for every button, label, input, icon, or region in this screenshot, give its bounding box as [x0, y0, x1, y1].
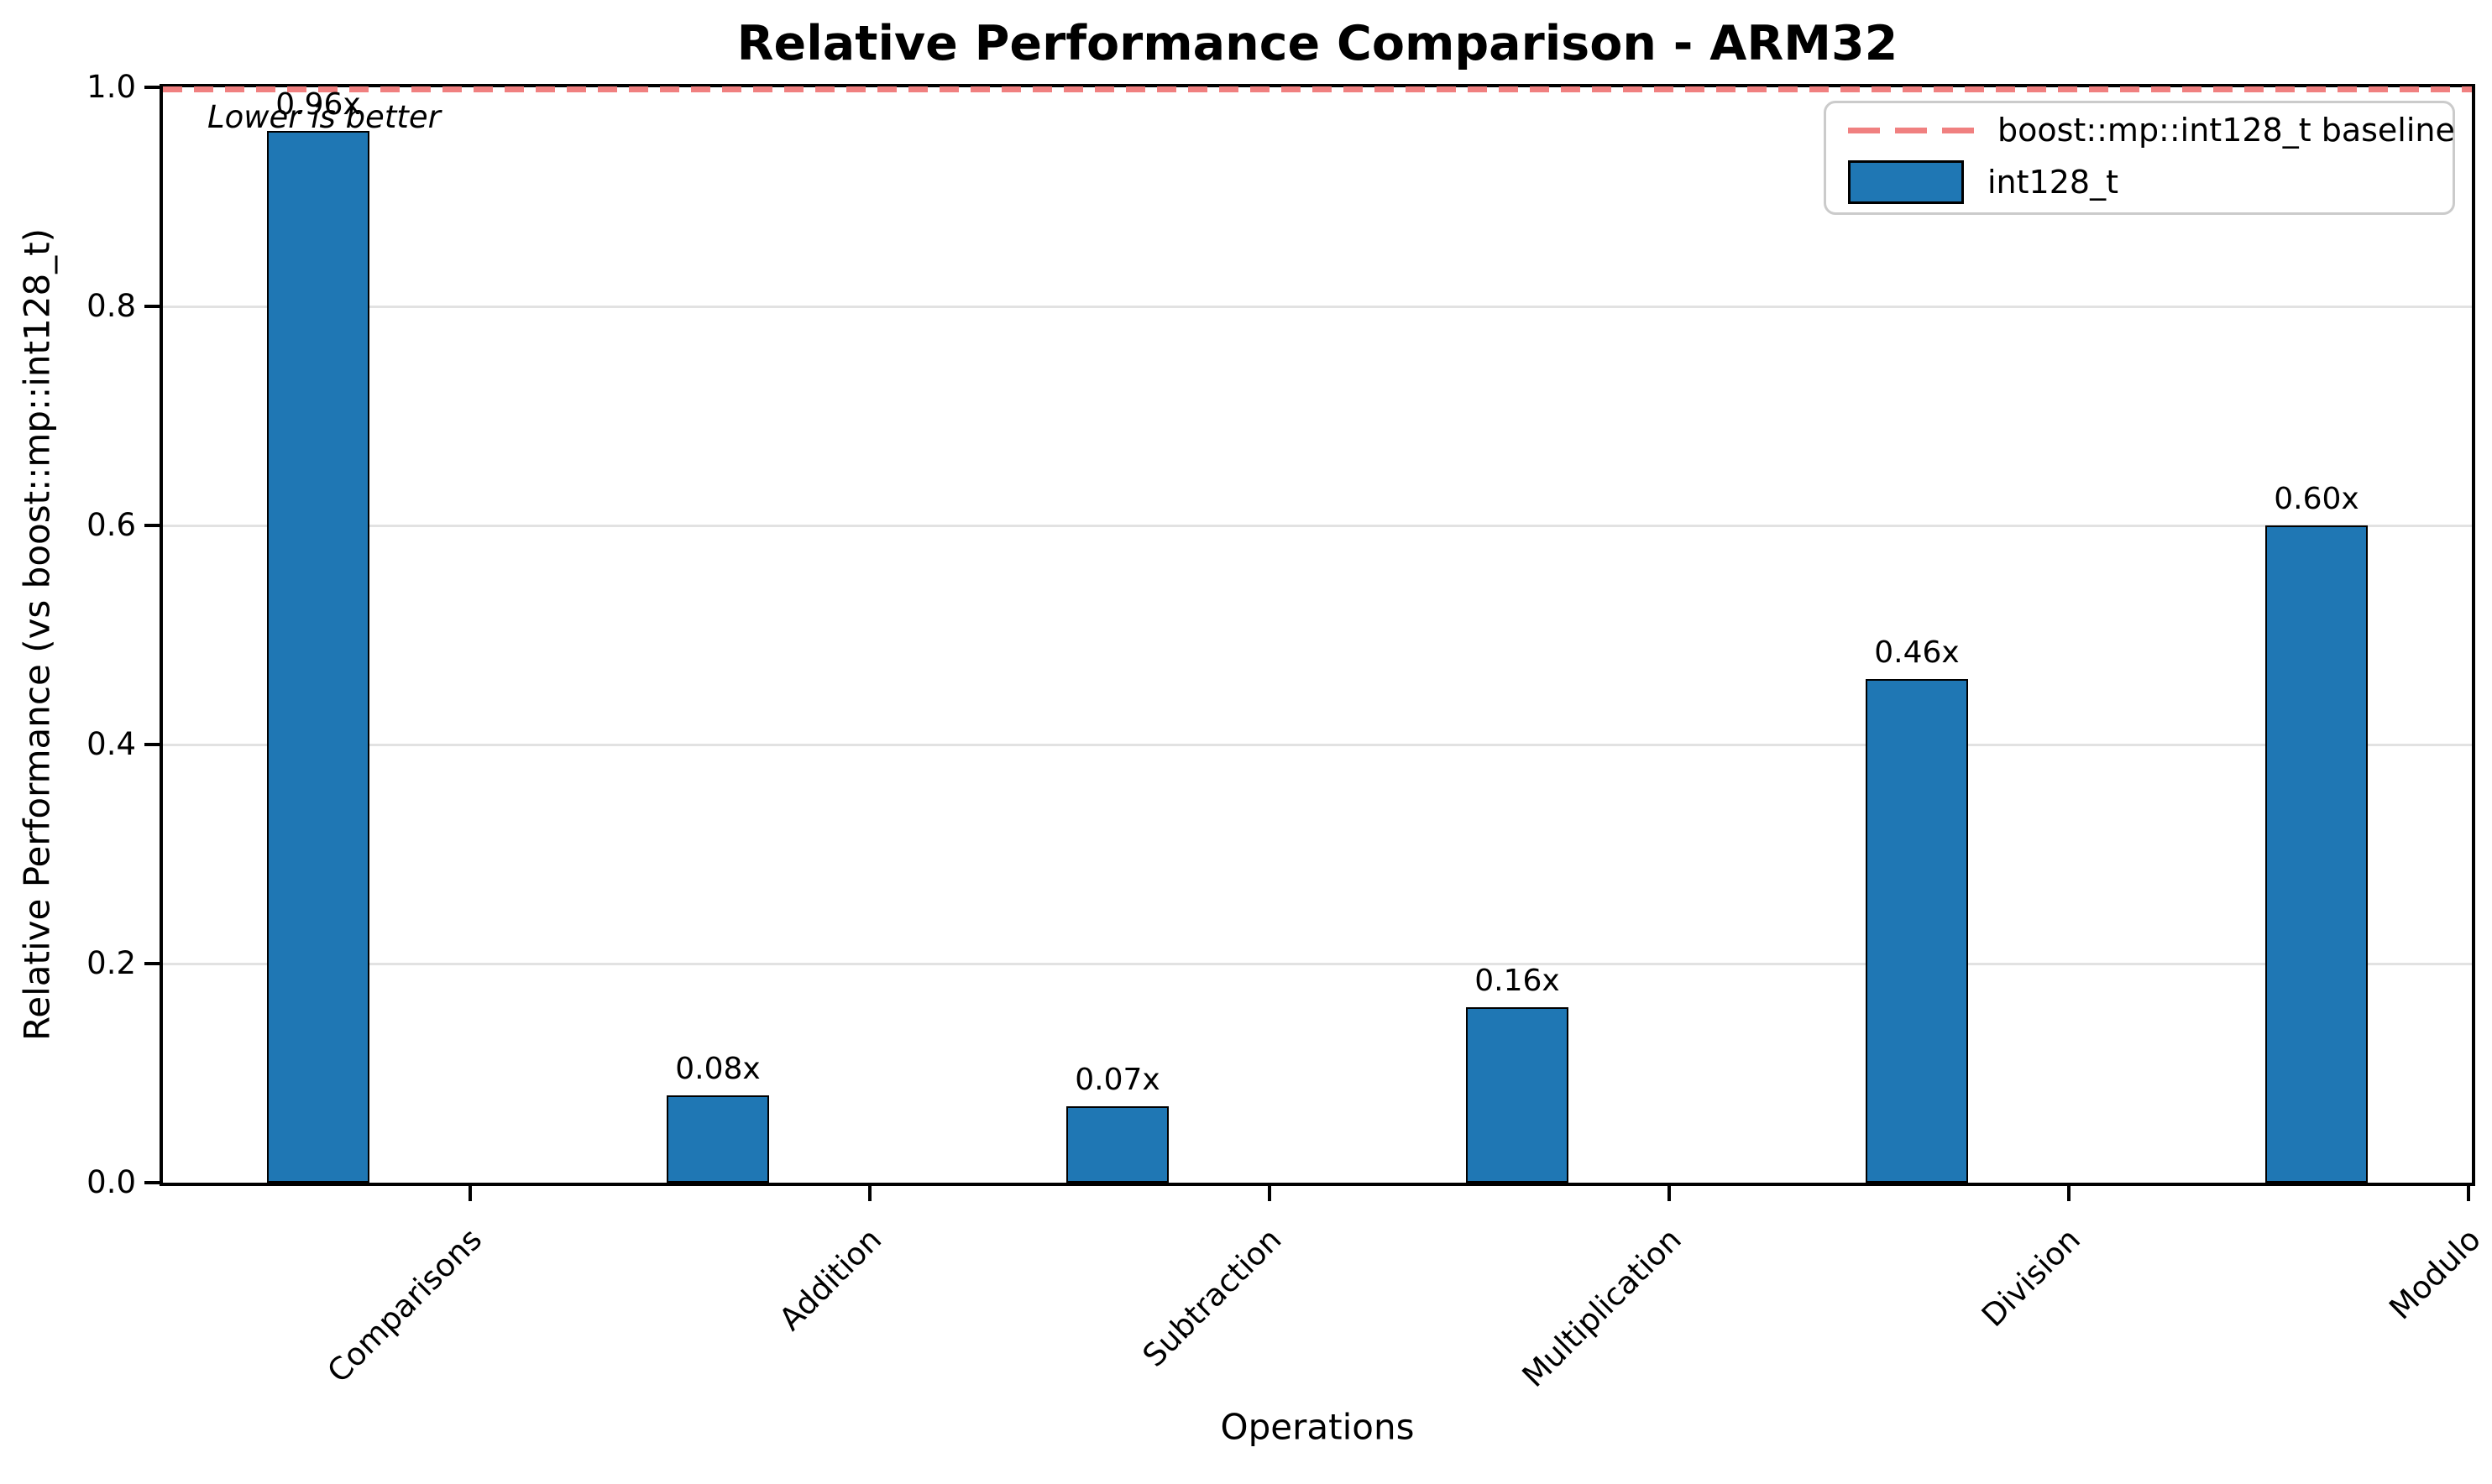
bar-value-label-multiplication: 0.16x [1474, 964, 1560, 998]
x-tick-label-modulo: Modulo [2381, 1221, 2488, 1327]
bar-value-label-subtraction: 0.07x [1075, 1063, 1160, 1097]
annotation-lower-is-better: Lower is better [207, 99, 441, 135]
gridline-0.8 [163, 306, 2472, 308]
y-tick-mark-0.0 [144, 1181, 160, 1184]
bar-value-label-comparisons: 0.96x [275, 87, 361, 122]
y-tick-mark-0.4 [144, 743, 160, 746]
x-tick-mark-multiplication [1667, 1186, 1671, 1201]
y-tick-mark-0.8 [144, 305, 160, 308]
bar-value-label-modulo: 0.60x [2274, 482, 2359, 516]
bar-value-label-addition: 0.08x [675, 1052, 761, 1086]
y-tick-label-0.6: 0.6 [86, 507, 136, 543]
y-tick-label-0.2: 0.2 [86, 945, 136, 981]
y-tick-mark-0.2 [144, 962, 160, 965]
y-tick-label-0.4: 0.4 [86, 726, 136, 762]
baseline-dashed-line [163, 86, 2472, 92]
bar-multiplication [1466, 1007, 1568, 1183]
gridline-0.6 [163, 525, 2472, 527]
x-axis-label: Operations [1220, 1406, 1415, 1448]
x-tick-label-multiplication: Multiplication [1515, 1221, 1688, 1395]
y-tick-label-1.0: 1.0 [86, 69, 136, 105]
x-tick-mark-modulo [2467, 1186, 2470, 1201]
x-tick-label-subtraction: Subtraction [1135, 1221, 1289, 1374]
x-tick-mark-comparisons [469, 1186, 472, 1201]
plot-area: 0.96x 0.08x 0.07x 0.16x 0.46x 0.60x Lower is … [160, 84, 2475, 1186]
gridline-0.4 [163, 744, 2472, 746]
bar-addition [667, 1095, 769, 1183]
x-tick-label-comparisons: Comparisons [320, 1221, 490, 1390]
bar-value-label-division: 0.46x [1874, 635, 1960, 670]
x-tick-mark-addition [868, 1186, 872, 1201]
x-tick-mark-division [2067, 1186, 2071, 1201]
y-tick-mark-0.6 [144, 524, 160, 527]
y-tick-mark-1.0 [144, 86, 160, 89]
legend-row-baseline: boost::mp::int128_t baseline [1848, 112, 2455, 149]
bar-division [1866, 679, 1968, 1183]
gridline-0.2 [163, 963, 2472, 965]
legend-row-series: int128_t [1848, 160, 2453, 204]
y-tick-label-0.8: 0.8 [86, 288, 136, 324]
y-tick-label-0.0: 0.0 [86, 1164, 136, 1200]
chart-title: Relative Performance Comparison - ARM32 [736, 16, 1898, 71]
legend-label-baseline: boost::mp::int128_t baseline [1997, 112, 2455, 149]
bar-comparisons [267, 131, 369, 1183]
x-tick-label-addition: Addition [772, 1221, 889, 1338]
x-tick-mark-subtraction [1268, 1186, 1271, 1201]
legend: boost::mp::int128_t baseline int128_t [1824, 101, 2455, 215]
y-axis-label: Relative Performance (vs boost::mp::int1… [16, 227, 58, 1042]
bar-modulo [2265, 525, 2368, 1183]
legend-bar-patch-sample [1848, 160, 1964, 204]
legend-label-series: int128_t [1987, 164, 2118, 201]
x-tick-label-division: Division [1975, 1221, 2088, 1335]
bar-subtraction [1066, 1106, 1169, 1183]
legend-dashed-line-sample [1848, 127, 1974, 133]
